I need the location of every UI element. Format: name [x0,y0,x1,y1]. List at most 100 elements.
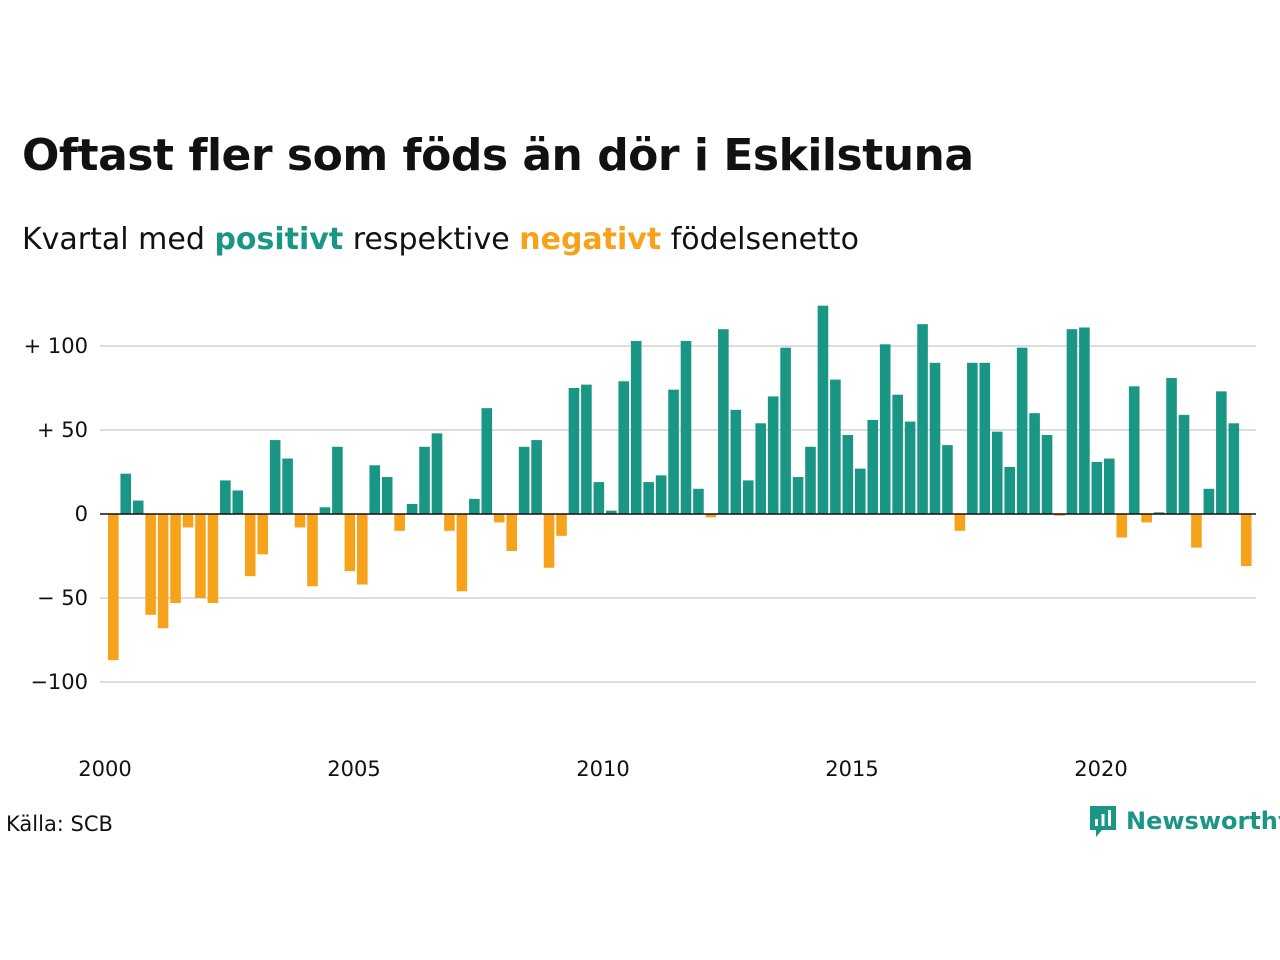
subtitle-negative-word: negativt [519,222,662,257]
bar [917,324,928,514]
bar [1153,512,1165,514]
y-tick-label: + 50 [37,418,88,442]
bar [469,498,480,514]
bar [680,340,692,514]
bar [493,514,505,523]
subtitle-positive-word: positivt [214,222,344,257]
bar [332,446,343,514]
brand-logo: Newsworthy [1088,804,1280,838]
newsworthy-logo-icon [1090,806,1116,837]
bar [157,514,169,629]
x-axis-tick-labels: 2000 2005 2010 2015 2020 [78,757,1127,781]
bar [1240,514,1252,567]
bar [805,446,816,514]
x-tick-label: 2000 [78,757,131,781]
bar [767,396,779,514]
bar [954,514,966,531]
bar [531,440,542,514]
bar [1191,514,1202,548]
bar [1216,391,1227,514]
bar [643,482,654,514]
bar [269,440,281,514]
bar [232,490,244,514]
bar [755,423,766,514]
bar [942,445,953,514]
brand-name: Newsworthy [1126,807,1280,835]
bar [630,340,642,514]
bar [618,381,630,514]
bar [792,477,804,514]
bar [879,344,891,514]
bar [842,435,854,514]
y-axis-tick-labels: + 100 + 50 0 − 50 −100 [24,334,88,694]
bar [444,514,455,531]
bar [257,514,268,555]
chart-title: Oftast fler som föds än dör i Eskilstuna [22,130,974,181]
bar [543,514,555,568]
bar [1016,347,1028,514]
bar [655,475,667,514]
bar [394,514,405,531]
bar [344,514,356,572]
bar [1166,377,1177,514]
bar [705,514,717,518]
y-tick-label: − 50 [37,586,88,610]
bar [357,514,368,585]
chart-subtitle: Kvartal med positivt respektive negativt… [22,222,859,257]
y-tick-label: + 100 [24,334,88,358]
bar [207,514,219,604]
bar [431,433,443,514]
bar [817,305,829,514]
bar [867,419,879,514]
bar [220,480,231,514]
x-tick-label: 2010 [576,757,629,781]
bar [1054,514,1065,516]
bar [668,389,679,514]
bar [606,510,617,514]
bar [1178,414,1190,514]
bar [307,514,318,587]
bar [282,458,293,514]
bar [145,514,156,615]
bar [1004,466,1015,514]
bar [506,514,517,551]
bar [855,468,866,514]
bar [1091,461,1103,514]
subtitle-text-after: födelsenetto [670,222,859,257]
y-tick-label: −100 [30,670,88,694]
bar [967,362,978,514]
subtitle-text-before: Kvartal med [22,222,205,257]
subtitle-text-middle: respektive [352,222,510,257]
bar [693,488,704,514]
bar [120,473,132,514]
y-tick-label: 0 [75,502,88,526]
bar [518,446,530,514]
bar [1116,514,1128,538]
bar [319,507,331,514]
source-note: Källa: SCB [6,812,113,836]
bar [991,431,1003,514]
bar [581,384,592,514]
bar [830,379,841,514]
bar [1228,423,1240,514]
x-tick-label: 2020 [1074,757,1127,781]
x-tick-label: 2015 [825,757,878,781]
bar [369,465,381,514]
bar [381,477,393,514]
grid-lines [100,345,1256,683]
bar [742,480,754,514]
bar [1141,514,1152,523]
bar [568,388,580,514]
bar [718,329,729,514]
bars [108,305,1252,661]
bar [780,347,791,514]
bar [979,362,991,514]
bar [108,514,119,661]
bar [730,409,742,514]
bar [1104,458,1115,514]
bar [244,514,256,577]
bar [419,446,430,514]
bar [294,514,306,528]
bar [892,394,903,514]
bar [132,500,144,514]
